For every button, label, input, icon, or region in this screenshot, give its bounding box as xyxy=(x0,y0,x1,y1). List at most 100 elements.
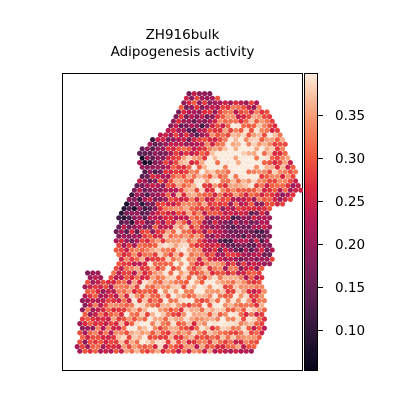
spot xyxy=(267,132,273,138)
spot xyxy=(173,215,179,221)
spot xyxy=(155,256,161,262)
spot xyxy=(118,219,124,225)
spot xyxy=(183,261,189,267)
spot xyxy=(77,339,83,345)
spot xyxy=(178,224,184,230)
spot xyxy=(183,169,189,175)
spot xyxy=(160,229,166,235)
spot xyxy=(217,100,223,106)
spot xyxy=(100,325,106,331)
spot xyxy=(251,298,257,304)
spot xyxy=(176,293,182,299)
spot xyxy=(230,224,236,230)
spot xyxy=(209,187,215,193)
spot xyxy=(243,302,249,308)
spot xyxy=(181,173,187,179)
spot xyxy=(217,146,223,152)
spot xyxy=(152,224,158,230)
spot xyxy=(150,256,156,262)
spot xyxy=(215,307,221,313)
spot xyxy=(142,196,148,202)
spot xyxy=(230,252,236,258)
spot xyxy=(199,169,205,175)
spot xyxy=(254,302,260,308)
spot xyxy=(256,233,262,239)
spot xyxy=(131,270,137,276)
spot xyxy=(241,187,247,193)
spot xyxy=(134,284,140,290)
spot xyxy=(160,137,166,143)
spot xyxy=(207,238,213,244)
spot xyxy=(238,219,244,225)
spot xyxy=(256,123,262,129)
spot xyxy=(246,307,252,313)
spot xyxy=(225,169,231,175)
spot xyxy=(160,284,166,290)
spot xyxy=(194,178,200,184)
spot xyxy=(181,109,187,115)
spot xyxy=(238,321,244,327)
spot xyxy=(147,344,153,350)
spot xyxy=(274,155,280,161)
spot xyxy=(129,210,135,216)
spot xyxy=(238,229,244,235)
spot xyxy=(199,279,205,285)
spot xyxy=(199,178,205,184)
spot xyxy=(287,160,293,166)
spot xyxy=(202,229,208,235)
spot xyxy=(248,173,254,179)
spot xyxy=(251,150,257,156)
spot xyxy=(111,298,117,304)
spot xyxy=(196,91,202,97)
spot xyxy=(144,183,150,189)
spot xyxy=(90,316,96,322)
spot xyxy=(137,325,143,331)
spot xyxy=(157,187,163,193)
spot xyxy=(142,307,148,313)
spot xyxy=(246,334,252,340)
spot xyxy=(259,256,265,262)
spot xyxy=(186,192,192,198)
spot xyxy=(212,229,218,235)
spot xyxy=(189,242,195,248)
spot xyxy=(118,311,124,317)
spot xyxy=(137,206,143,212)
spot xyxy=(163,169,169,175)
spot xyxy=(189,298,195,304)
spot xyxy=(79,316,85,322)
spot xyxy=(137,233,143,239)
spot xyxy=(238,164,244,170)
spot xyxy=(155,321,161,327)
spot xyxy=(181,293,187,299)
spot xyxy=(152,233,158,239)
spot xyxy=(272,196,278,202)
spot xyxy=(160,173,166,179)
spot xyxy=(246,141,252,147)
spot xyxy=(243,229,249,235)
spot xyxy=(124,293,130,299)
spot xyxy=(116,215,122,221)
spot xyxy=(196,256,202,262)
spot xyxy=(199,298,205,304)
colorbar-tick-0 xyxy=(318,330,323,332)
spot xyxy=(220,132,226,138)
spot xyxy=(124,348,130,354)
spot xyxy=(233,302,239,308)
spot xyxy=(170,173,176,179)
spot xyxy=(118,247,124,253)
spot xyxy=(261,288,267,294)
spot xyxy=(147,242,153,248)
spot xyxy=(139,311,145,317)
spot xyxy=(191,339,197,345)
spot xyxy=(126,288,132,294)
spot xyxy=(147,150,153,156)
spot xyxy=(150,210,156,216)
spot xyxy=(150,137,156,143)
spot xyxy=(269,127,275,133)
spot xyxy=(196,293,202,299)
spot xyxy=(220,187,226,193)
spot xyxy=(157,288,163,294)
spot xyxy=(173,288,179,294)
spot xyxy=(196,127,202,133)
spot xyxy=(204,288,210,294)
